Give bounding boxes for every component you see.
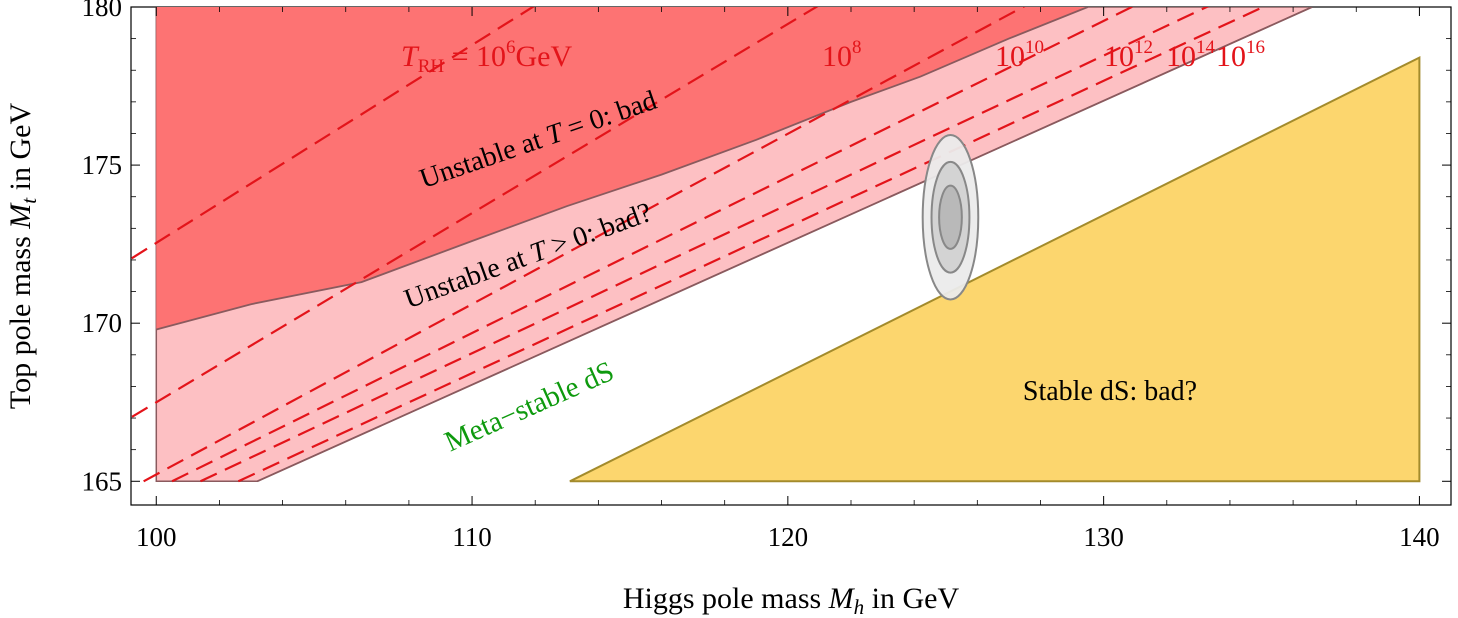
- trh-label-12: 1012: [1104, 37, 1153, 73]
- x-tick-label: 110: [452, 522, 492, 552]
- x-axis-label: Higgs pole mass Mh in GeV: [623, 582, 960, 618]
- boundary-zero-T: [156, 7, 1089, 331]
- x-tick-label: 140: [1399, 522, 1440, 552]
- trh-contour-6: [131, 7, 535, 261]
- trh-contour-14: [200, 7, 1210, 483]
- boundary-finite-T: [256, 7, 1313, 483]
- x-tick-label: 130: [1083, 522, 1124, 552]
- y-tick-label: 165: [82, 466, 123, 496]
- x-tick-label: 100: [136, 522, 177, 552]
- region-unstable-zero-T: [156, 7, 1088, 330]
- trh-label-10: 1010: [995, 37, 1044, 73]
- region-stable: [569, 55, 1421, 483]
- x-tick-label: 120: [768, 522, 809, 552]
- trh-label-14: 1014: [1166, 37, 1216, 73]
- trh-contour-8: [131, 7, 819, 419]
- y-axis-label: Top pole mass Mt in GeV: [4, 103, 41, 410]
- label-stable: Stable dS: bad?: [1023, 376, 1197, 407]
- trh-label-16: 1016: [1216, 37, 1265, 73]
- measurement-ellipse-1sigma: [938, 184, 963, 250]
- trh-contour-16: [237, 7, 1266, 483]
- y-tick-label: 180: [82, 0, 123, 22]
- trh-label-8: 108: [822, 37, 862, 73]
- trh-contour-10: [143, 7, 1026, 483]
- trh-contour-12: [171, 7, 1135, 483]
- trh-label-6: TRH = 106GeV: [401, 37, 572, 77]
- y-tick-label: 175: [82, 150, 123, 180]
- y-tick-label: 170: [82, 308, 123, 338]
